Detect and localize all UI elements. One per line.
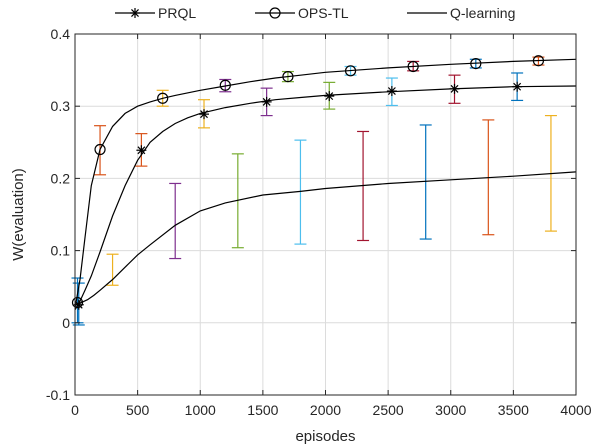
x-tick-label: 3500 xyxy=(498,402,529,418)
x-tick-label: 0 xyxy=(71,402,79,418)
error-bar xyxy=(419,124,432,240)
data-point xyxy=(261,96,272,107)
series-markers xyxy=(71,55,545,310)
data-point xyxy=(199,109,210,120)
legend-label: OPS-TL xyxy=(298,5,349,21)
legend: PRQL OPS-TL Q-learning xyxy=(115,5,515,21)
error-bar xyxy=(294,139,307,245)
y-tick-label: 0.3 xyxy=(51,98,71,114)
x-tick-label: 4000 xyxy=(560,402,591,418)
series-line-prql xyxy=(74,85,577,311)
data-point xyxy=(470,58,482,70)
legend-marker xyxy=(130,8,140,18)
legend-label: Q-learning xyxy=(450,5,515,21)
data-point xyxy=(344,65,357,77)
series-line-q-learning xyxy=(74,171,577,306)
x-tick-label: 500 xyxy=(126,402,150,418)
x-axis-label: episodes xyxy=(295,428,355,445)
axis-ticks xyxy=(74,33,577,396)
x-tick-label: 3000 xyxy=(435,402,466,418)
x-tick-label: 1500 xyxy=(247,402,278,418)
y-tick-label: 0.2 xyxy=(51,170,71,186)
series-line-ops-tl xyxy=(74,58,577,309)
data-point xyxy=(136,145,147,156)
legend-marker xyxy=(269,7,281,19)
data-point xyxy=(94,143,106,156)
x-tick-label: 2000 xyxy=(310,402,341,418)
y-axis-label: W(evaluation) xyxy=(10,168,27,261)
data-point xyxy=(219,79,231,91)
data-point xyxy=(282,70,294,83)
data-point xyxy=(157,92,169,104)
legend-label: PRQL xyxy=(158,5,196,21)
data-point xyxy=(324,91,335,102)
y-tick-label: 0.4 xyxy=(51,26,71,42)
y-tick-label: 0.1 xyxy=(51,243,71,259)
x-tick-label: 2500 xyxy=(373,402,404,418)
series-lines xyxy=(74,58,577,311)
data-point xyxy=(532,55,545,67)
data-point xyxy=(449,83,460,94)
data-point xyxy=(407,60,419,73)
y-tick-label: -0.1 xyxy=(46,387,70,403)
data-point xyxy=(71,296,84,309)
x-tick-label: 1000 xyxy=(185,402,216,418)
tick-labels: 0 500 1000 1500 2000 2500 3000 3500 4000-0.100.1… xyxy=(46,26,592,418)
y-tick-label: 0 xyxy=(62,315,70,331)
error-bar xyxy=(169,182,182,260)
data-point xyxy=(386,86,397,97)
data-point xyxy=(512,81,523,92)
